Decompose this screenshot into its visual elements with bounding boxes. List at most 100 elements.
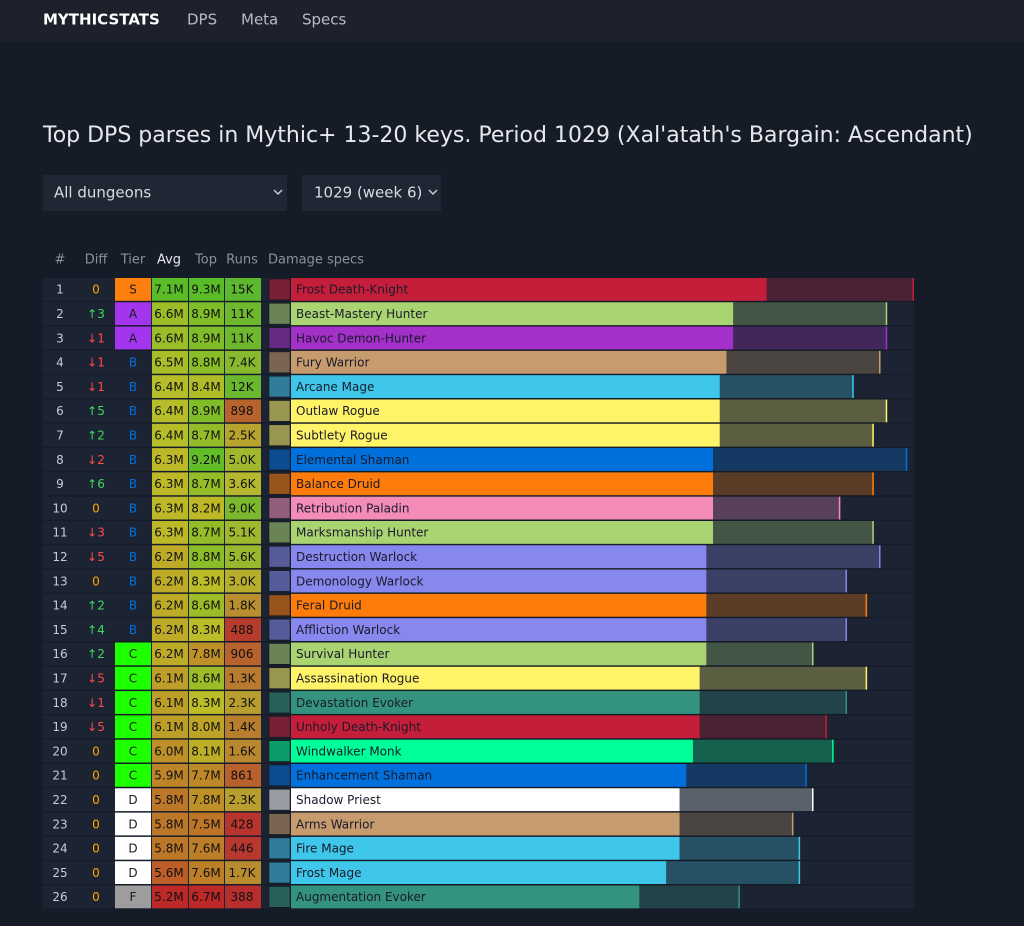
avg-cell: [152, 399, 188, 423]
spec-name[interactable]: Beast-Mastery Hunter: [296, 307, 427, 321]
avg-bar: [291, 302, 734, 326]
avg-bar: [291, 812, 680, 836]
runs: 11K: [230, 307, 254, 321]
top: 8.3M: [191, 623, 220, 637]
dropdown-label[interactable]: 1029 (week 6): [314, 184, 422, 202]
column-header[interactable]: Avg: [157, 253, 181, 268]
spec-icon: [268, 327, 291, 349]
tier-cell: [115, 326, 151, 350]
rank: 18: [52, 696, 67, 710]
diff: ↓1: [87, 380, 105, 394]
avg: 6.3M: [154, 526, 183, 540]
avg-bar: [291, 836, 680, 860]
diff: ↑2: [87, 599, 105, 613]
nav-link[interactable]: Specs: [302, 11, 347, 29]
top-cell: [189, 885, 224, 909]
spec-name[interactable]: Balance Druid: [296, 477, 380, 491]
spec-icon: [268, 521, 291, 544]
column-header[interactable]: Runs: [226, 253, 258, 268]
column-header[interactable]: Damage specs: [268, 253, 364, 268]
avg-cell: [152, 302, 188, 326]
diff: ↓2: [87, 453, 105, 467]
avg: 6.6M: [154, 307, 183, 321]
spec-name[interactable]: Outlaw Rogue: [296, 404, 380, 418]
nav-link[interactable]: Meta: [241, 11, 278, 29]
spec-name[interactable]: Enhancement Shaman: [296, 769, 432, 783]
spec-name[interactable]: Arms Warrior: [296, 817, 374, 831]
runs-cell: [225, 496, 261, 520]
tier-cell: [115, 278, 151, 301]
spec-name[interactable]: Havoc Demon-Hunter: [296, 331, 426, 345]
dropdown[interactable]: [302, 175, 441, 211]
spec-name[interactable]: Subtlety Rogue: [296, 428, 388, 442]
runs: 428: [231, 817, 254, 831]
spec-name[interactable]: Assassination Rogue: [296, 671, 419, 685]
runs: 906: [231, 647, 254, 661]
column-header[interactable]: #: [55, 253, 66, 268]
top: 8.9M: [191, 404, 220, 418]
runs: 1.7K: [229, 866, 257, 880]
spec-name[interactable]: Survival Hunter: [296, 647, 390, 661]
runs: 1.6K: [229, 744, 257, 758]
spec-name[interactable]: Augmentation Evoker: [296, 890, 426, 904]
top: 6.7M: [191, 890, 220, 904]
tier: B: [129, 428, 137, 442]
top-cell: [189, 472, 224, 496]
top-bar-end: [879, 350, 881, 374]
column-header[interactable]: Top: [194, 253, 217, 268]
dropdown[interactable]: [43, 175, 287, 211]
tier-cell: [115, 861, 151, 884]
spec-name[interactable]: Frost Death-Knight: [296, 283, 408, 297]
spec-name[interactable]: Demonology Warlock: [296, 574, 423, 588]
top-bar-end: [825, 715, 827, 739]
top-bar-end: [845, 691, 848, 714]
avg-cell: [152, 350, 188, 374]
avg: 6.3M: [154, 453, 183, 467]
column-header[interactable]: Tier: [120, 253, 146, 268]
rank: 9: [56, 477, 64, 491]
avg-cell: [152, 788, 188, 812]
spec-name[interactable]: Destruction Warlock: [296, 550, 417, 564]
top-bar-end: [812, 788, 814, 812]
runs: 898: [231, 404, 254, 418]
spec-name[interactable]: Shadow Priest: [296, 793, 381, 807]
dropdown-label[interactable]: All dungeons: [54, 184, 151, 202]
chevron: [273, 189, 283, 196]
rank: 10: [52, 501, 67, 515]
runs: 1.8K: [229, 599, 257, 613]
diff: ↓5: [87, 671, 105, 685]
spec-name[interactable]: Unholy Death-Knight: [296, 720, 421, 734]
spec-name[interactable]: Fire Mage: [296, 842, 354, 856]
runs: 488: [231, 623, 254, 637]
spec-name[interactable]: Feral Druid: [296, 599, 362, 613]
runs-cell: [225, 423, 261, 447]
top-cell: [189, 618, 224, 641]
nav-link[interactable]: DPS: [187, 11, 217, 29]
column-header[interactable]: Diff: [85, 253, 109, 268]
top: 7.8M: [191, 793, 220, 807]
tier: C: [129, 696, 137, 710]
spec-name[interactable]: Arcane Mage: [296, 380, 374, 394]
avg-cell: [152, 496, 188, 520]
spec-name[interactable]: Devastation Evoker: [296, 696, 413, 710]
diff: 0: [92, 574, 100, 588]
spec-name[interactable]: Affliction Warlock: [296, 623, 400, 637]
avg-cell: [152, 739, 188, 763]
spec-name[interactable]: Retribution Paladin: [296, 501, 409, 515]
spec-name[interactable]: Fury Warrior: [296, 356, 369, 370]
runs-cell: [225, 861, 261, 884]
spec-name[interactable]: Frost Mage: [296, 866, 362, 880]
rank: 13: [52, 574, 67, 588]
spec-name[interactable]: Elemental Shaman: [296, 453, 409, 467]
spec-name[interactable]: Windwalker Monk: [296, 744, 402, 758]
avg-cell: [152, 472, 188, 496]
top-bar-end: [879, 545, 881, 569]
top: 7.7M: [191, 769, 220, 783]
tier: B: [129, 380, 137, 394]
top-bar-end: [812, 642, 814, 666]
spec-name[interactable]: Marksmanship Hunter: [296, 526, 428, 540]
avg: 6.1M: [154, 696, 183, 710]
avg-bar: [291, 399, 720, 423]
brand[interactable]: MYTHICSTATS: [43, 11, 160, 29]
